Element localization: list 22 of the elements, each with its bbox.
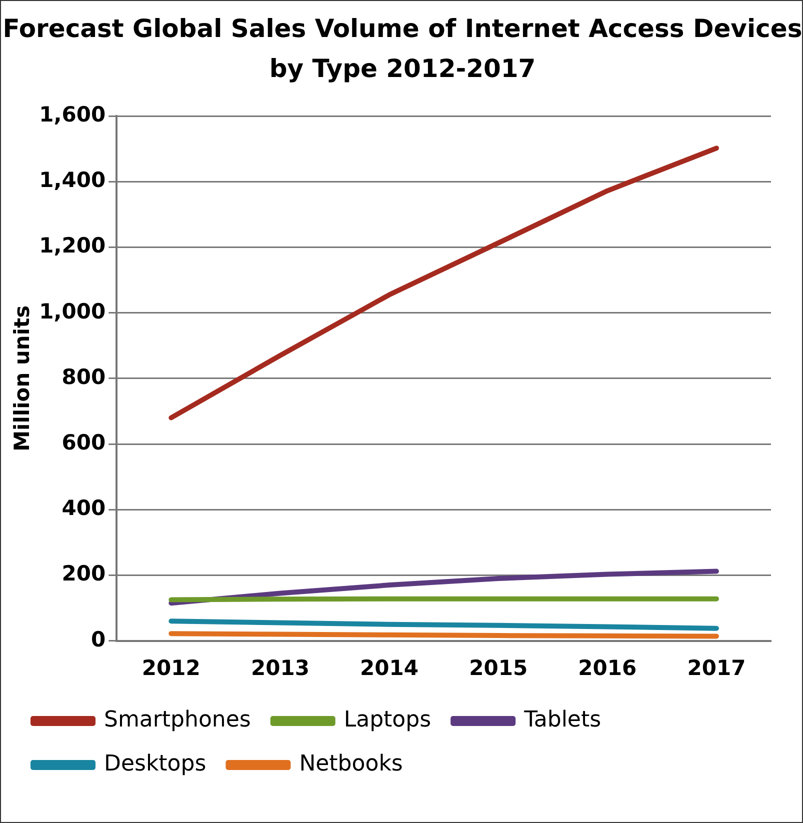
y-tick-label: 1,000 bbox=[39, 299, 106, 324]
y-tick-label: 600 bbox=[62, 430, 106, 454]
legend-label: Smartphones bbox=[104, 708, 251, 733]
legend-label: Desktops bbox=[104, 752, 206, 777]
y-tick-label: 800 bbox=[62, 364, 106, 389]
x-tick-label: 2013 bbox=[250, 656, 310, 680]
legend-label: Tablets bbox=[523, 708, 602, 733]
y-tick-label: 1,600 bbox=[39, 102, 106, 126]
y-tick-label: 0 bbox=[91, 627, 106, 652]
legend-label: Netbooks bbox=[299, 752, 403, 777]
x-tick-label: 2012 bbox=[142, 656, 200, 680]
x-tick-label: 2015 bbox=[469, 656, 528, 680]
y-tick-label: 200 bbox=[62, 562, 106, 586]
y-tick-label: 1,200 bbox=[39, 234, 106, 258]
x-tick-label: 2017 bbox=[687, 656, 746, 680]
chart-title: Forecast Global Sales Volume of Internet Access Devices by Type 2012-2017 bbox=[2, 13, 803, 85]
x-tick-label: 2014 bbox=[360, 656, 419, 680]
y-tick-label: 1,400 bbox=[39, 168, 106, 192]
y-axis-title: Million units bbox=[10, 305, 34, 452]
legend-label: Laptops bbox=[344, 708, 432, 733]
x-tick-label: 2016 bbox=[578, 656, 637, 680]
y-tick-label: 400 bbox=[62, 496, 106, 520]
